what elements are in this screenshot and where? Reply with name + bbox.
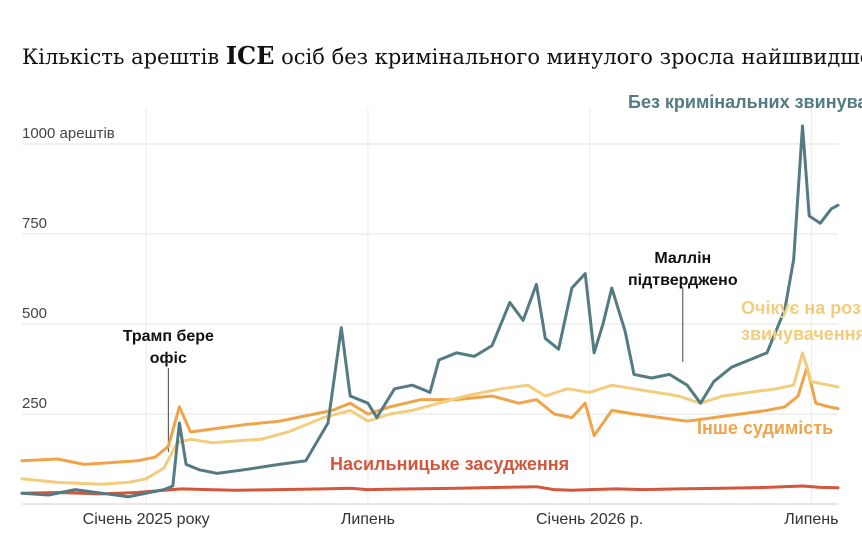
y-tick-label: 500 xyxy=(22,305,47,322)
x-axis: Січень 2025 року Липень Січень 2026 р. Липе… xyxy=(83,511,839,528)
annotations: Трамп бере офіс Маллін підтверджено xyxy=(123,250,738,452)
gridlines xyxy=(22,108,838,505)
y-axis: 1000 арештів 750 500 250 xyxy=(22,125,115,412)
series-line xyxy=(20,484,840,496)
annotation-text: Маллін xyxy=(654,250,711,267)
chart-title: Кількість арештів ICE осіб без криміналь… xyxy=(22,41,862,70)
chart-title-part-1: Кількість арештів xyxy=(22,45,226,69)
series-label-no-criminal: Без кримінальних звинувачень xyxy=(628,92,862,112)
series-label-other: Інше судимість xyxy=(697,418,833,438)
chart-title-part-3: осіб без кримінального минулого зросла н… xyxy=(274,45,862,69)
series-line xyxy=(20,124,840,499)
series-label-pending-1: Очікує на розгляд xyxy=(741,298,862,318)
chart-title-part-ice: ICE xyxy=(226,41,275,70)
series-label-violent: Насильницьке засудження xyxy=(330,454,569,474)
x-tick-label: Січень 2026 р. xyxy=(536,511,643,528)
x-tick-label: Липень xyxy=(341,511,395,528)
series-line xyxy=(20,365,840,466)
annotation-text: Трамп бере xyxy=(123,328,214,345)
x-tick-label: Січень 2025 року xyxy=(83,511,210,528)
series-label-pending-2: звинувачення xyxy=(741,324,862,344)
y-tick-label: 750 xyxy=(22,215,47,232)
annotation-text: підтверджено xyxy=(628,272,738,289)
series-lines xyxy=(20,124,840,499)
y-tick-label: 1000 арештів xyxy=(22,125,115,142)
y-tick-label: 250 xyxy=(22,395,47,412)
annotation-text: офіс xyxy=(150,350,187,367)
x-tick-label: Липень xyxy=(784,511,838,528)
